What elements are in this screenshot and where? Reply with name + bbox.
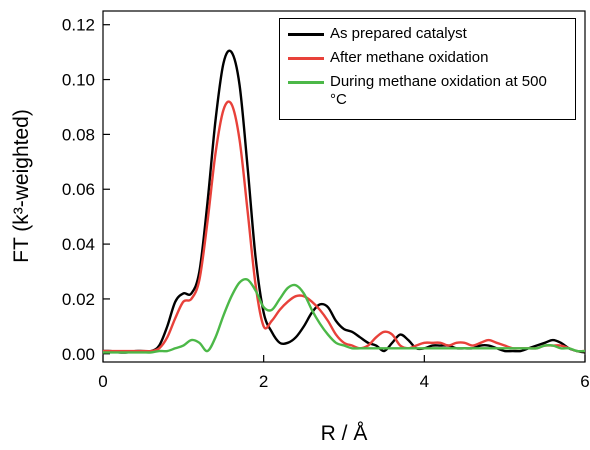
y-tick-label: 0.04 [62, 235, 95, 254]
legend-entry: As prepared catalyst [288, 25, 567, 43]
plot-frame [102, 10, 586, 363]
x-tick-label: 4 [420, 372, 429, 391]
legend-entry: During methane oxidation at 500 °C [288, 73, 567, 109]
y-tick-label: 0.12 [62, 16, 95, 35]
x-tick-label: 0 [98, 372, 107, 391]
legend-swatch [288, 33, 324, 36]
x-axis-label: R / Å [321, 422, 368, 445]
x-tick-label: 2 [259, 372, 268, 391]
data-line [103, 100, 586, 353]
legend-swatch [288, 57, 324, 60]
data-line [102, 49, 586, 354]
y-tick-label: 0.06 [62, 180, 95, 199]
y-tick-label: 0.00 [62, 345, 95, 364]
legend: As prepared catalyst After methane oxidat… [279, 18, 576, 120]
y-axis-label: FT (k³-weighted) [10, 109, 33, 263]
legend-label: As prepared catalyst [330, 25, 467, 42]
data-line [102, 278, 586, 354]
legend-label: During methane oxidation at 500 °C [330, 73, 547, 108]
y-tick-label: 0.02 [62, 290, 95, 309]
y-tick-label: 0.10 [62, 71, 95, 90]
y-tick-label: 0.08 [62, 125, 95, 144]
legend-label: After methane oxidation [330, 49, 489, 66]
legend-swatch [288, 81, 324, 84]
x-tick-label: 6 [580, 372, 589, 391]
legend-entry: After methane oxidation [288, 49, 567, 67]
